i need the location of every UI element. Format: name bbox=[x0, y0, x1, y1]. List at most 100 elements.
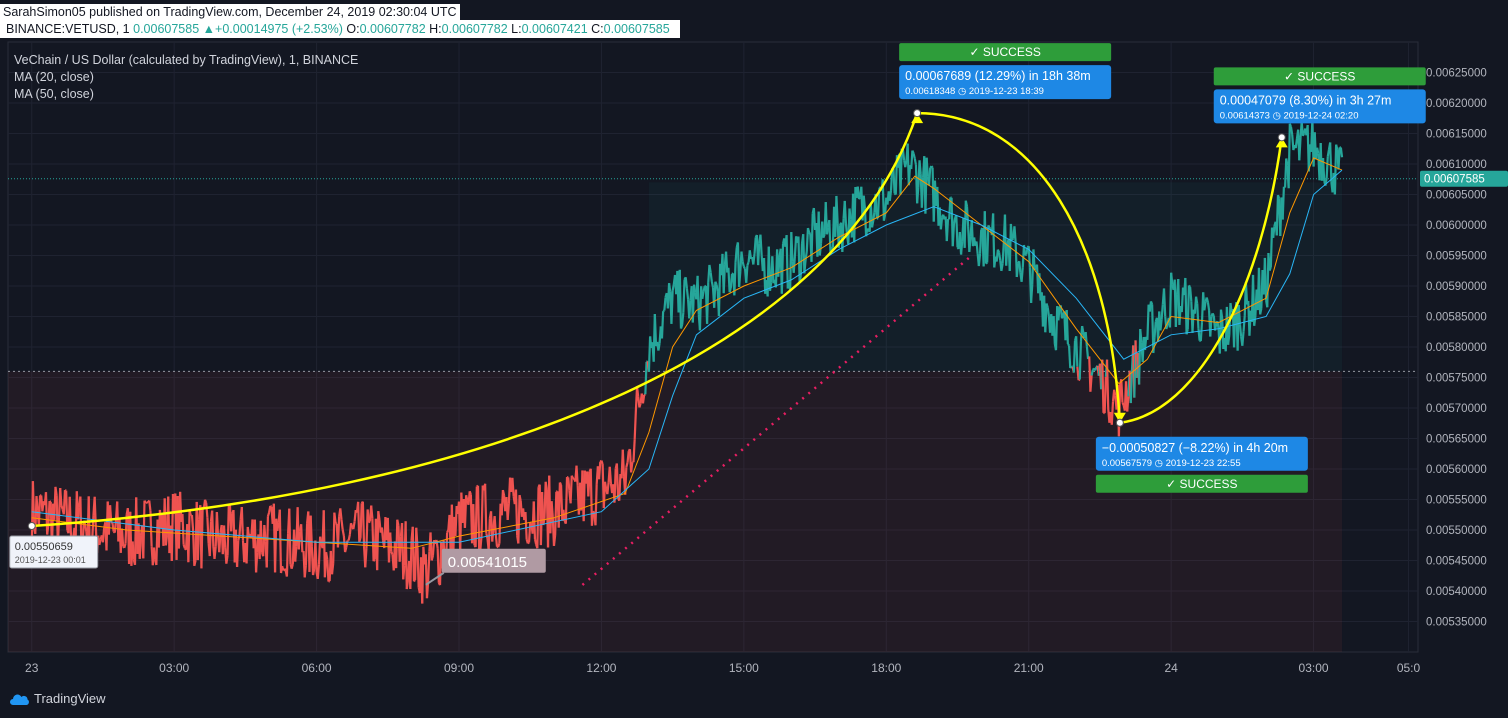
price-segment bbox=[701, 291, 705, 300]
anchor-point bbox=[1115, 418, 1124, 427]
price-segment bbox=[968, 236, 972, 253]
price-segment bbox=[1186, 285, 1191, 330]
x-tick-label: 23 bbox=[25, 661, 39, 675]
price-segment bbox=[413, 579, 416, 583]
price-segment bbox=[641, 394, 646, 404]
price-segment bbox=[1089, 375, 1093, 392]
success-badge bbox=[1095, 474, 1308, 493]
price-segment bbox=[558, 482, 563, 486]
measure-main-label: 0.00067689 (12.29%) in 18h 38m bbox=[905, 69, 1091, 83]
price-segment bbox=[1326, 149, 1331, 157]
price-segment bbox=[684, 277, 688, 289]
price-segment bbox=[1162, 288, 1167, 317]
price-segment bbox=[380, 527, 385, 541]
price-segment bbox=[336, 516, 341, 548]
price-segment bbox=[1103, 376, 1107, 414]
price-segment bbox=[667, 282, 672, 292]
price-segment bbox=[848, 208, 852, 220]
price-segment bbox=[205, 502, 209, 518]
x-tick-label: 24 bbox=[1164, 661, 1178, 675]
price-segment bbox=[825, 227, 830, 235]
price-segment bbox=[123, 543, 127, 549]
price-segment bbox=[734, 247, 738, 263]
price-segment bbox=[64, 489, 67, 492]
price-segment bbox=[1000, 263, 1004, 272]
price-segment bbox=[1276, 194, 1281, 199]
low-label: L: bbox=[511, 22, 522, 36]
price-segment bbox=[797, 236, 801, 283]
price-segment bbox=[1300, 121, 1304, 136]
price-segment bbox=[1060, 315, 1065, 319]
price-segment bbox=[276, 521, 280, 531]
price-segment bbox=[729, 273, 734, 289]
price-segment bbox=[206, 517, 210, 544]
y-tick-label: 0.00600000 bbox=[1426, 220, 1487, 232]
price-segment bbox=[1129, 370, 1134, 404]
anchor-point bbox=[913, 109, 922, 118]
price-segment bbox=[810, 213, 814, 262]
price-segment bbox=[821, 221, 825, 238]
price-segment bbox=[710, 281, 715, 288]
price-segment bbox=[311, 568, 316, 576]
price-segment bbox=[1237, 304, 1242, 325]
price-segment bbox=[1285, 158, 1289, 167]
price-segment bbox=[332, 512, 336, 564]
price-segment bbox=[518, 494, 522, 502]
price-segment bbox=[963, 200, 967, 248]
x-tick-label: 03:00 bbox=[1299, 661, 1329, 675]
y-tick-label: 0.00565000 bbox=[1426, 434, 1487, 446]
price-segment bbox=[370, 505, 374, 519]
price-segment bbox=[1113, 389, 1117, 396]
price-segment bbox=[398, 536, 402, 562]
price-segment bbox=[660, 311, 665, 339]
price-segment bbox=[746, 261, 750, 266]
price-segment bbox=[283, 568, 287, 572]
price-segment bbox=[882, 214, 887, 221]
price-segment bbox=[193, 560, 197, 567]
price-segment bbox=[138, 535, 143, 559]
price-segment bbox=[265, 516, 270, 568]
success-label: ✓ SUCCESS bbox=[1166, 477, 1237, 491]
y-tick-label: 0.00570000 bbox=[1426, 403, 1487, 415]
price-segment bbox=[790, 232, 794, 262]
y-tick-label: 0.00595000 bbox=[1426, 251, 1487, 263]
price-segment bbox=[497, 542, 501, 548]
price-segment bbox=[759, 234, 763, 256]
price-segment bbox=[472, 504, 476, 546]
price-segment bbox=[390, 551, 394, 556]
price-segment bbox=[925, 157, 929, 177]
tradingview-logo[interactable]: TradingView bbox=[10, 691, 106, 706]
price-segment bbox=[533, 538, 538, 545]
x-tick-label: 21:00 bbox=[1014, 661, 1044, 675]
price-segment bbox=[1018, 261, 1022, 273]
dotted-trendline bbox=[581, 254, 973, 586]
price-segment bbox=[1316, 147, 1320, 154]
price-segment bbox=[835, 195, 839, 224]
price-segment bbox=[1110, 401, 1115, 425]
price-segment bbox=[1194, 296, 1199, 304]
price-segment bbox=[1029, 284, 1034, 303]
price-segment bbox=[304, 523, 309, 566]
price-segment bbox=[1101, 359, 1105, 413]
price-segment bbox=[1339, 147, 1344, 158]
price-segment bbox=[358, 537, 362, 543]
price-segment bbox=[371, 518, 375, 562]
price-segment bbox=[717, 263, 722, 317]
price-segment bbox=[1259, 308, 1263, 315]
price-segment bbox=[476, 485, 481, 552]
y-tick-label: 0.00535000 bbox=[1426, 617, 1487, 629]
measure-info-box bbox=[1213, 89, 1426, 124]
price-segment bbox=[1165, 323, 1169, 330]
ma20-legend[interactable]: MA (20, close) bbox=[14, 70, 94, 84]
y-tick-label: 0.00590000 bbox=[1426, 281, 1487, 293]
x-tick-label: 09:00 bbox=[444, 661, 474, 675]
price-segment bbox=[1174, 294, 1179, 327]
price-segment bbox=[527, 522, 532, 543]
price-segment bbox=[1013, 226, 1017, 243]
price-segment bbox=[702, 285, 706, 293]
ma50-legend[interactable]: MA (50, close) bbox=[14, 87, 94, 101]
price-segment bbox=[912, 153, 916, 159]
price-segment bbox=[910, 150, 914, 170]
price-segment bbox=[290, 563, 294, 569]
price-chart[interactable]: 0.00625000 0.00620000 0.00615000 0.00610000… bbox=[0, 40, 1508, 688]
